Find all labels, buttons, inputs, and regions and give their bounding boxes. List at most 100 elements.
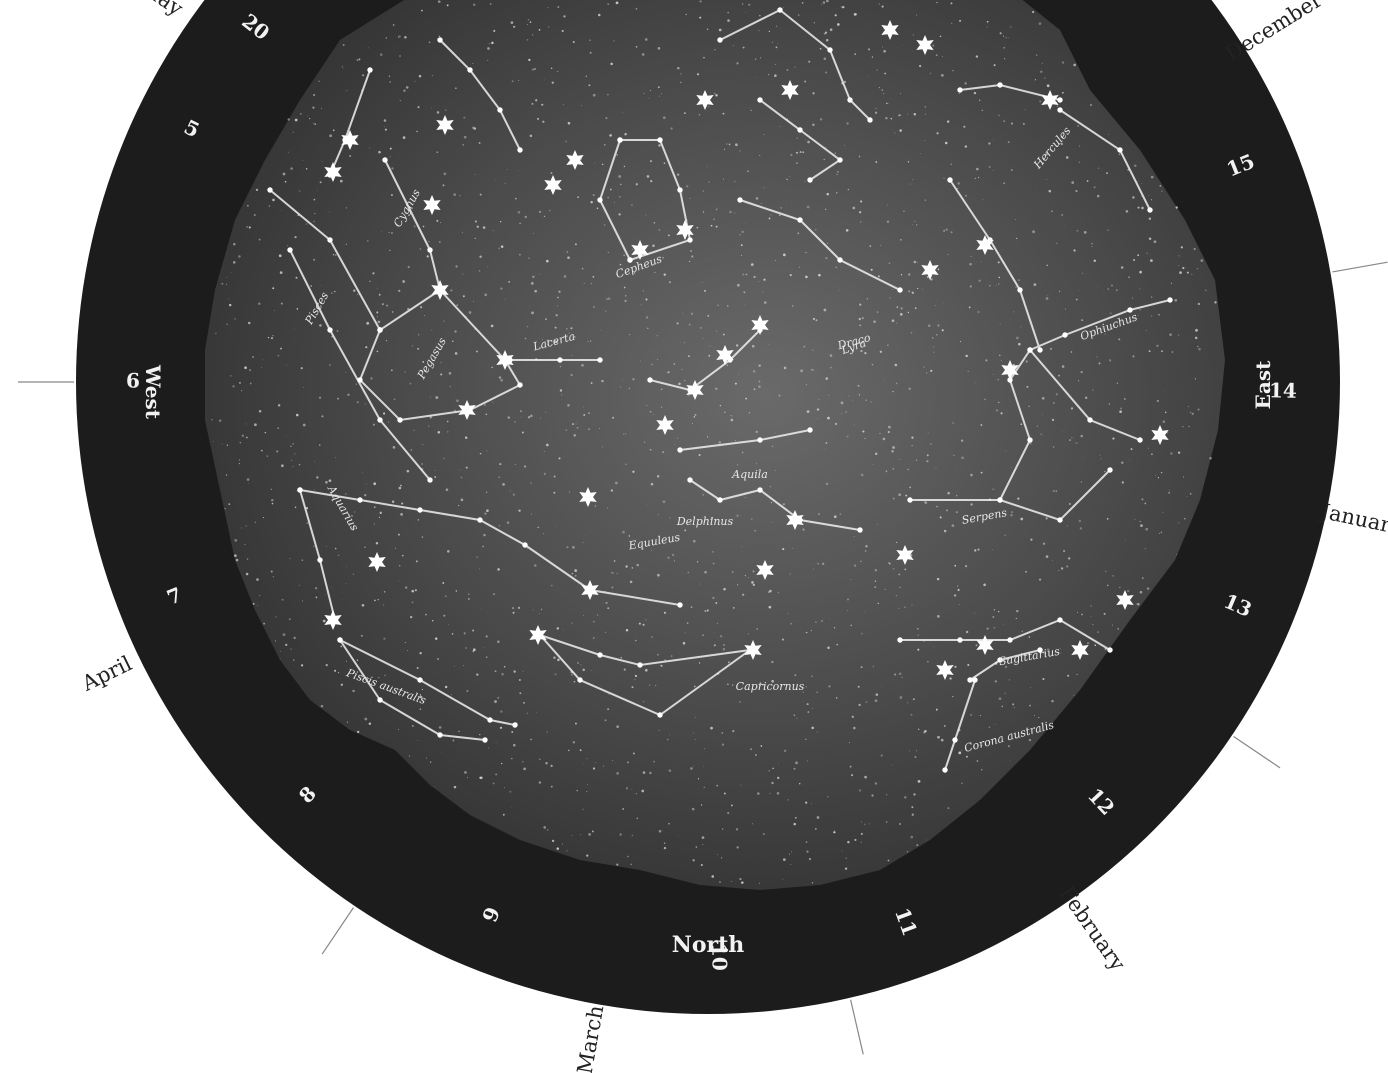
bright-star[interactable]: [397, 417, 403, 423]
bright-star[interactable]: [1017, 287, 1023, 293]
bright-star[interactable]: [1057, 107, 1063, 113]
bright-star[interactable]: [1107, 467, 1113, 473]
bright-star[interactable]: [757, 97, 763, 103]
bright-star[interactable]: [847, 97, 853, 103]
bright-star[interactable]: [837, 257, 843, 263]
bright-star[interactable]: [1137, 437, 1143, 443]
bright-star[interactable]: [957, 637, 963, 643]
bright-star[interactable]: [482, 737, 488, 743]
bright-star[interactable]: [942, 767, 948, 773]
bright-star[interactable]: [597, 357, 603, 363]
bright-star[interactable]: [437, 732, 443, 738]
bright-star[interactable]: [324, 610, 342, 630]
bright-star[interactable]: [897, 637, 903, 643]
bright-star[interactable]: [597, 197, 603, 203]
bright-star[interactable]: [566, 150, 584, 170]
bright-star[interactable]: [797, 127, 803, 133]
bright-star[interactable]: [897, 287, 903, 293]
bright-star[interactable]: [497, 107, 503, 113]
bright-star[interactable]: [1062, 332, 1068, 338]
bright-star[interactable]: [687, 477, 693, 483]
bright-star[interactable]: [807, 427, 813, 433]
bright-star[interactable]: [1001, 360, 1019, 380]
bright-star[interactable]: [1087, 417, 1093, 423]
bright-star[interactable]: [777, 7, 783, 13]
bright-star[interactable]: [1167, 297, 1173, 303]
bright-star[interactable]: [676, 220, 694, 240]
bright-star[interactable]: [696, 90, 714, 110]
bright-star[interactable]: [417, 677, 423, 683]
bright-star[interactable]: [367, 67, 373, 73]
bright-star[interactable]: [967, 677, 973, 683]
bright-star[interactable]: [512, 722, 518, 728]
bright-star[interactable]: [529, 625, 547, 645]
bright-star[interactable]: [1041, 90, 1059, 110]
bright-star[interactable]: [717, 497, 723, 503]
bright-star[interactable]: [267, 187, 273, 193]
bright-star[interactable]: [657, 712, 663, 718]
bright-star[interactable]: [517, 147, 523, 153]
bright-star[interactable]: [522, 542, 528, 548]
bright-star[interactable]: [857, 527, 863, 533]
bright-star[interactable]: [717, 37, 723, 43]
bright-star[interactable]: [1127, 307, 1133, 313]
bright-star[interactable]: [377, 417, 383, 423]
bright-star[interactable]: [581, 580, 599, 600]
bright-star[interactable]: [427, 247, 433, 253]
bright-star[interactable]: [1147, 207, 1153, 213]
bright-star[interactable]: [1037, 347, 1043, 353]
bright-star[interactable]: [997, 497, 1003, 503]
bright-star[interactable]: [317, 557, 323, 563]
bright-star[interactable]: [377, 327, 383, 333]
bright-star[interactable]: [751, 315, 769, 335]
bright-star[interactable]: [837, 157, 843, 163]
bright-star[interactable]: [1117, 147, 1123, 153]
bright-star[interactable]: [827, 47, 833, 53]
bright-star[interactable]: [1107, 647, 1113, 653]
bright-star[interactable]: [487, 717, 493, 723]
bright-star[interactable]: [737, 197, 743, 203]
bright-star[interactable]: [467, 67, 473, 73]
bright-star[interactable]: [341, 130, 359, 150]
bright-star[interactable]: [458, 400, 476, 420]
bright-star[interactable]: [557, 357, 563, 363]
bright-star[interactable]: [287, 247, 293, 253]
bright-star[interactable]: [657, 137, 663, 143]
bright-star[interactable]: [427, 477, 433, 483]
bright-star[interactable]: [757, 437, 763, 443]
bright-star[interactable]: [677, 187, 683, 193]
bright-star[interactable]: [324, 162, 342, 182]
bright-star[interactable]: [976, 635, 994, 655]
bright-star[interactable]: [921, 260, 939, 280]
bright-star[interactable]: [337, 637, 343, 643]
bright-star[interactable]: [423, 195, 441, 215]
bright-star[interactable]: [1057, 517, 1063, 523]
bright-star[interactable]: [637, 662, 643, 668]
bright-star[interactable]: [947, 177, 953, 183]
bright-star[interactable]: [972, 677, 978, 683]
bright-star[interactable]: [781, 80, 799, 100]
bright-star[interactable]: [357, 497, 363, 503]
bright-star[interactable]: [867, 117, 873, 123]
bright-star[interactable]: [431, 280, 449, 300]
bright-star[interactable]: [631, 240, 649, 260]
bright-star[interactable]: [807, 177, 813, 183]
bright-star[interactable]: [1151, 425, 1169, 445]
bright-star[interactable]: [757, 487, 763, 493]
bright-star[interactable]: [1037, 647, 1043, 653]
bright-star[interactable]: [952, 737, 958, 743]
bright-star[interactable]: [916, 35, 934, 55]
bright-star[interactable]: [544, 175, 562, 195]
bright-star[interactable]: [957, 87, 963, 93]
bright-star[interactable]: [436, 115, 454, 135]
bright-star[interactable]: [976, 235, 994, 255]
bright-star[interactable]: [786, 510, 804, 530]
bright-star[interactable]: [797, 217, 803, 223]
bright-star[interactable]: [437, 37, 443, 43]
bright-star[interactable]: [517, 382, 523, 388]
bright-star[interactable]: [656, 415, 674, 435]
bright-star[interactable]: [907, 497, 913, 503]
bright-star[interactable]: [368, 552, 386, 572]
bright-star[interactable]: [1057, 97, 1063, 103]
